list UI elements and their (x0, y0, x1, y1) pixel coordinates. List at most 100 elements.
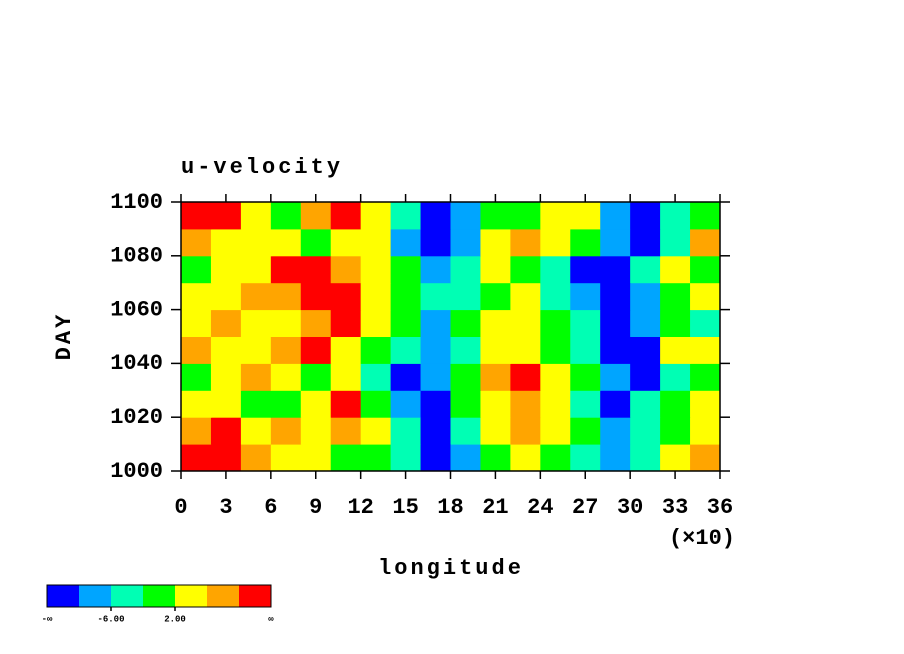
x-tick-label: 36 (707, 495, 733, 520)
heat-cell (600, 228, 631, 257)
heat-cell (660, 417, 691, 445)
heat-cell (510, 309, 541, 337)
heat-cell (660, 309, 691, 337)
x-tick-label: 33 (662, 495, 688, 520)
x-tick-label: 27 (572, 495, 598, 520)
heat-cell (570, 417, 601, 445)
heat-cell (300, 417, 332, 445)
heat-cell (181, 390, 212, 418)
colorbar-label: -6.00 (97, 614, 124, 624)
heat-cell (630, 336, 661, 364)
heat-cell (630, 228, 661, 257)
y-tick-label: 1100 (110, 190, 163, 215)
heat-cell (181, 282, 212, 311)
heat-cell (420, 363, 451, 391)
heat-cell (480, 390, 511, 418)
heat-cell (210, 363, 242, 391)
y-axis-label: DAY (52, 312, 77, 361)
heat-cell (510, 228, 541, 257)
heat-cell (390, 255, 422, 284)
x-tick-label: 0 (174, 495, 187, 520)
heat-cell (181, 363, 212, 391)
heat-cell (181, 255, 212, 284)
heat-cell (630, 363, 661, 391)
x-tick-label: 12 (347, 495, 373, 520)
heat-cell (540, 228, 571, 257)
heat-cell (690, 309, 721, 337)
heat-cell (480, 282, 511, 311)
heat-cell (330, 309, 362, 337)
heat-cell (300, 363, 332, 391)
heat-cell (210, 255, 242, 284)
y-tick-label: 1000 (110, 459, 163, 484)
heat-cell (330, 228, 362, 257)
heat-cell (270, 202, 302, 230)
heat-cell (240, 444, 272, 472)
heat-cell (300, 202, 332, 230)
heat-cell (660, 444, 691, 472)
heat-cell (360, 309, 392, 337)
y-tick-label: 1060 (110, 297, 163, 322)
heat-cell (510, 282, 541, 311)
heat-cell (181, 202, 212, 230)
heat-cell (690, 282, 721, 311)
heat-cell (480, 202, 511, 230)
heat-cell (600, 417, 631, 445)
colorbar-label: 2.00 (164, 614, 186, 624)
heat-cell (300, 282, 332, 311)
heat-cell (360, 417, 392, 445)
heat-cell (480, 363, 511, 391)
y-tick-label: 1020 (110, 405, 163, 430)
heat-cell (600, 444, 631, 472)
heat-cell (570, 228, 601, 257)
colorbar-swatch (239, 585, 271, 607)
heat-cell (270, 417, 302, 445)
heat-cell (330, 444, 362, 472)
heat-cell (240, 417, 272, 445)
heat-cell (510, 336, 541, 364)
heat-cell (240, 309, 272, 337)
heat-cell (390, 282, 422, 311)
heat-cell (510, 444, 541, 472)
x-axis-label: longitude (378, 556, 524, 581)
heat-cell (390, 202, 422, 230)
heat-cell (570, 444, 601, 472)
heat-cell (360, 390, 392, 418)
heat-cell (570, 282, 601, 311)
heat-cell (450, 255, 481, 284)
heat-cell (420, 228, 451, 257)
heat-cell (210, 282, 242, 311)
heat-cell (510, 363, 541, 391)
heat-cell (210, 444, 242, 472)
heat-cell (390, 390, 422, 418)
heat-cell (360, 282, 392, 311)
heat-cell (300, 336, 332, 364)
heat-cell (181, 336, 212, 364)
heat-cell (420, 336, 451, 364)
heat-cell (660, 363, 691, 391)
heat-cell (630, 309, 661, 337)
heat-cell (360, 202, 392, 230)
heat-cell (660, 255, 691, 284)
heat-cell (600, 202, 631, 230)
heat-cell (240, 363, 272, 391)
heat-cell (600, 309, 631, 337)
heat-cell (300, 444, 332, 472)
heat-cell (330, 390, 362, 418)
heat-cell (510, 255, 541, 284)
colorbar-swatch (207, 585, 239, 607)
heat-cell (570, 336, 601, 364)
heat-cell (690, 202, 721, 230)
heat-cell (300, 228, 332, 257)
heat-cell (270, 444, 302, 472)
heat-cell (630, 390, 661, 418)
heat-cell (420, 417, 451, 445)
heat-cell (300, 390, 332, 418)
heat-cell (600, 255, 631, 284)
heat-cell (270, 228, 302, 257)
heat-cell (360, 363, 392, 391)
heat-cell (210, 309, 242, 337)
heat-cell (510, 390, 541, 418)
heat-cell (420, 282, 451, 311)
heat-cell (690, 336, 721, 364)
